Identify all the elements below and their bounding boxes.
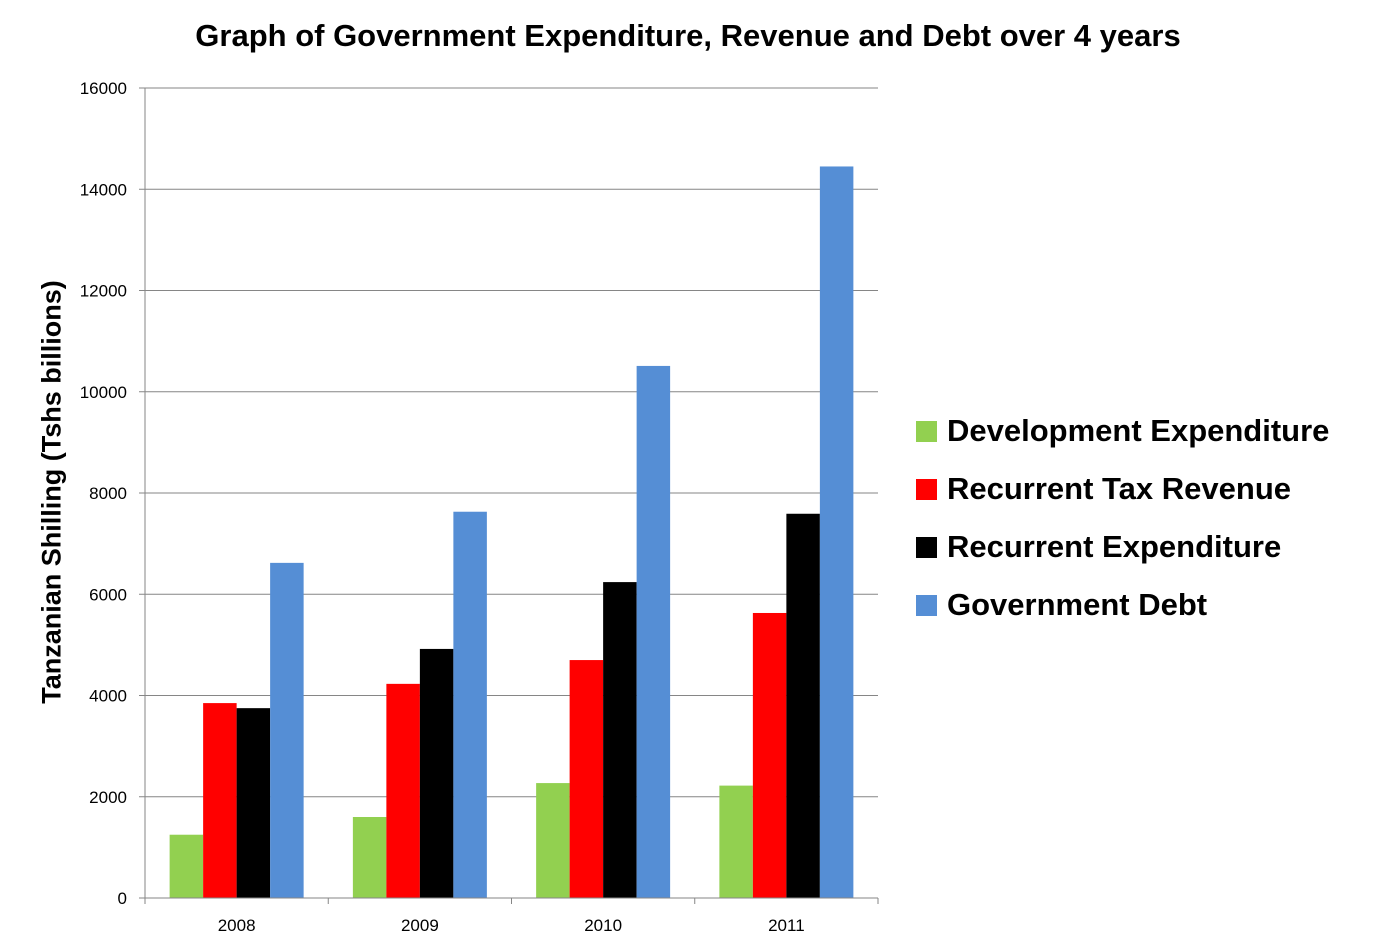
bar [719, 785, 753, 898]
x-tick-label: 2009 [401, 916, 439, 935]
y-tick-label: 12000 [80, 282, 127, 301]
y-tick-label: 2000 [89, 788, 127, 807]
legend: Development Expenditure Recurrent Tax Rev… [916, 402, 1329, 634]
chart-title: Graph of Government Expenditure, Revenue… [195, 18, 1181, 53]
bar [819, 166, 854, 898]
y-tick-label: 10000 [80, 383, 127, 402]
y-tick-label: 0 [118, 889, 127, 908]
bar [752, 612, 787, 898]
legend-item: Recurrent Expenditure [916, 518, 1329, 576]
y-tick-label: 16000 [80, 79, 127, 98]
y-tick-label: 4000 [89, 687, 127, 706]
legend-item: Government Debt [916, 576, 1329, 634]
legend-label: Development Expenditure [947, 413, 1330, 448]
bar [786, 513, 820, 898]
legend-item: Recurrent Tax Revenue [916, 460, 1329, 518]
bar [203, 703, 237, 898]
tick-labels: 0 2000 4000 6000 8000 10000 12000 14000 16000 200… [80, 79, 805, 935]
legend-label: Recurrent Expenditure [947, 529, 1282, 564]
legend-label: Recurrent Tax Revenue [947, 471, 1291, 506]
axes [139, 87, 879, 904]
x-tick-label: 2010 [584, 916, 622, 935]
bar [419, 648, 454, 898]
bar [236, 708, 271, 898]
x-tick-label: 2008 [218, 916, 256, 935]
bar [536, 783, 570, 898]
bar [386, 683, 420, 898]
bar [352, 817, 387, 898]
x-tick-label: 2011 [768, 916, 805, 935]
legend-item: Development Expenditure [916, 402, 1329, 460]
legend-swatch [916, 478, 937, 500]
legend-swatch [916, 536, 937, 558]
y-tick-label: 8000 [89, 484, 127, 503]
legend-label: Government Debt [947, 587, 1208, 622]
bar [270, 562, 304, 898]
bar [569, 660, 604, 898]
bar [453, 511, 487, 898]
bar [636, 365, 671, 898]
bar [603, 582, 637, 898]
legend-swatch [916, 420, 937, 442]
y-tick-label: 6000 [89, 585, 127, 604]
bars [169, 166, 854, 898]
y-tick-label: 14000 [80, 180, 127, 199]
legend-swatch [916, 594, 937, 616]
bar [169, 834, 204, 898]
